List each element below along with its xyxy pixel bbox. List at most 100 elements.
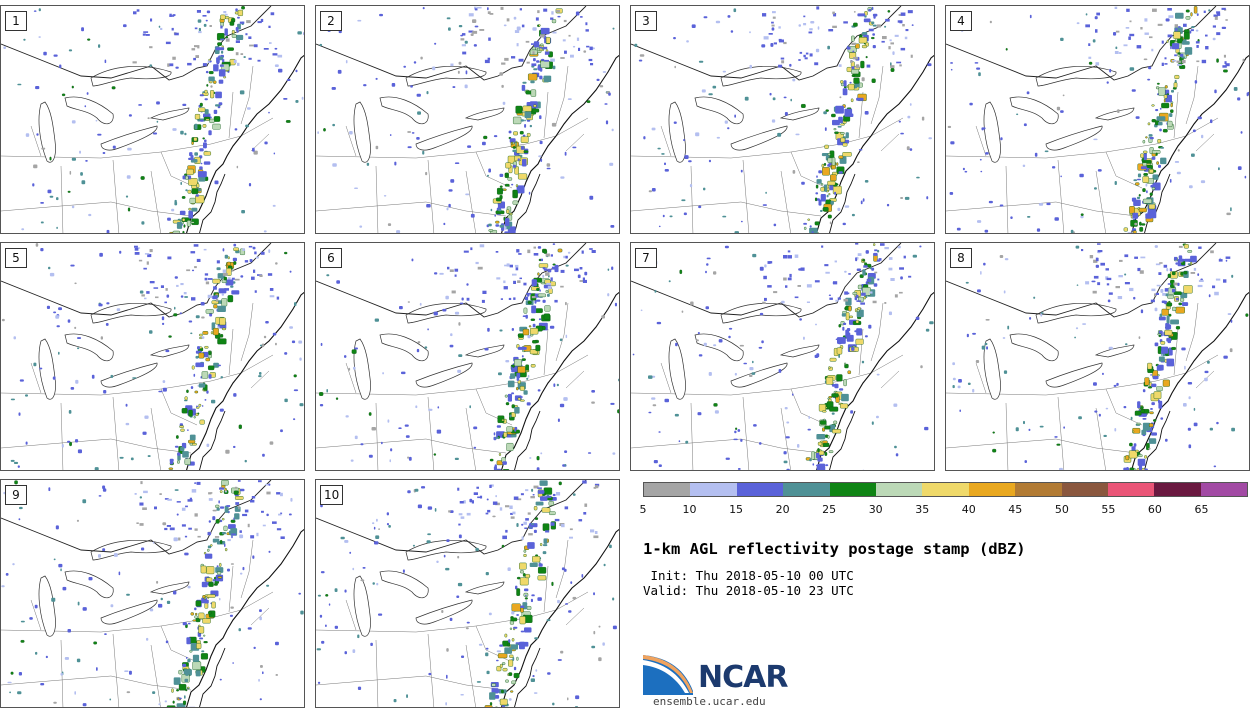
reflectivity-cell bbox=[517, 173, 528, 180]
reflectivity-cell bbox=[860, 60, 865, 69]
reflectivity-cell bbox=[350, 459, 354, 462]
ensemble-member-panel: 4 bbox=[945, 5, 1250, 234]
reflectivity-cell bbox=[562, 39, 566, 42]
reflectivity-cell bbox=[208, 350, 212, 356]
map-boundary-line bbox=[1195, 133, 1215, 152]
reflectivity-cell bbox=[890, 68, 895, 72]
reflectivity-cell bbox=[591, 390, 595, 393]
reflectivity-cell bbox=[160, 597, 163, 601]
reflectivity-cell bbox=[820, 183, 824, 186]
reflectivity-cell bbox=[266, 513, 269, 517]
reflectivity-cell bbox=[887, 10, 891, 13]
reflectivity-cell bbox=[524, 588, 529, 592]
reflectivity-cell bbox=[275, 674, 278, 676]
reflectivity-cell bbox=[865, 56, 868, 59]
reflectivity-cell bbox=[174, 445, 179, 448]
reflectivity-cell bbox=[511, 56, 516, 59]
reflectivity-cell bbox=[524, 111, 532, 119]
reflectivity-cell bbox=[231, 535, 233, 539]
reflectivity-map bbox=[1, 243, 304, 470]
reflectivity-cell bbox=[477, 266, 483, 270]
reflectivity-cell bbox=[762, 13, 767, 17]
reflectivity-cell bbox=[825, 109, 829, 112]
reflectivity-cell bbox=[1144, 468, 1148, 470]
reflectivity-cell bbox=[218, 500, 220, 504]
reflectivity-cell bbox=[190, 332, 193, 335]
reflectivity-cell bbox=[207, 548, 210, 552]
reflectivity-cell bbox=[537, 66, 541, 70]
reflectivity-cell bbox=[890, 42, 894, 45]
reflectivity-cell bbox=[767, 261, 771, 264]
reflectivity-cell bbox=[537, 246, 542, 249]
reflectivity-cell bbox=[495, 251, 499, 253]
map-boundary-line bbox=[199, 410, 226, 470]
reflectivity-cell bbox=[1216, 32, 1221, 36]
reflectivity-cell bbox=[864, 15, 867, 18]
reflectivity-cell bbox=[172, 700, 175, 704]
reflectivity-cell bbox=[821, 163, 825, 168]
reflectivity-cell bbox=[191, 489, 197, 493]
reflectivity-cell bbox=[842, 326, 845, 331]
map-boundary-line bbox=[975, 362, 987, 394]
reflectivity-cell bbox=[496, 659, 499, 662]
reflectivity-cell bbox=[1151, 383, 1157, 388]
reflectivity-cell bbox=[495, 695, 500, 699]
reflectivity-cell bbox=[221, 518, 225, 521]
reflectivity-cell bbox=[508, 698, 512, 701]
colorbar-tick-label: 30 bbox=[868, 503, 883, 516]
reflectivity-cell bbox=[196, 10, 201, 13]
reflectivity-cell bbox=[188, 320, 193, 323]
reflectivity-cell bbox=[520, 136, 529, 143]
reflectivity-cell bbox=[162, 380, 166, 383]
map-boundary-line bbox=[465, 644, 476, 707]
reflectivity-cell bbox=[821, 245, 824, 248]
reflectivity-cell bbox=[77, 601, 80, 606]
reflectivity-cell bbox=[293, 418, 296, 421]
reflectivity-cell bbox=[519, 570, 524, 574]
reflectivity-cell bbox=[703, 16, 708, 19]
reflectivity-cell bbox=[172, 230, 180, 233]
reflectivity-cell bbox=[483, 135, 488, 140]
reflectivity-cell bbox=[827, 164, 831, 167]
reflectivity-cell bbox=[74, 326, 77, 329]
reflectivity-cell bbox=[149, 46, 153, 49]
map-boundary-line bbox=[150, 170, 161, 233]
reflectivity-cell bbox=[553, 383, 556, 387]
reflectivity-cell bbox=[230, 285, 234, 288]
reflectivity-cell bbox=[175, 435, 179, 439]
map-boundary-line bbox=[690, 402, 694, 470]
map-boundary-line bbox=[375, 165, 379, 233]
map-boundary-line bbox=[543, 328, 549, 376]
reflectivity-cell bbox=[777, 132, 782, 137]
reflectivity-cell bbox=[1155, 109, 1159, 112]
reflectivity-cell bbox=[194, 528, 198, 531]
reflectivity-cell bbox=[1197, 116, 1202, 120]
reflectivity-cell bbox=[674, 65, 676, 69]
reflectivity-cell bbox=[242, 248, 245, 251]
reflectivity-cell bbox=[469, 498, 473, 503]
reflectivity-cell bbox=[1154, 342, 1159, 347]
reflectivity-cell bbox=[664, 398, 669, 403]
colorbar-segment bbox=[1154, 483, 1201, 496]
reflectivity-cell bbox=[235, 27, 239, 31]
reflectivity-cell bbox=[171, 706, 174, 707]
reflectivity-cell bbox=[238, 424, 242, 430]
reflectivity-cell bbox=[557, 248, 563, 253]
reflectivity-cell bbox=[359, 225, 363, 228]
reflectivity-cell bbox=[1154, 307, 1158, 312]
reflectivity-cell bbox=[389, 459, 391, 463]
reflectivity-cell bbox=[705, 306, 709, 310]
reflectivity-cell bbox=[38, 36, 41, 38]
reflectivity-cell bbox=[1152, 8, 1157, 12]
reflectivity-cell bbox=[673, 37, 676, 40]
reflectivity-cell bbox=[1150, 299, 1155, 303]
reflectivity-cell bbox=[546, 282, 552, 285]
reflectivity-cell bbox=[272, 204, 276, 207]
colorbar-segment bbox=[736, 483, 784, 496]
reflectivity-cell bbox=[890, 278, 895, 281]
reflectivity-cell bbox=[40, 221, 44, 224]
reflectivity-cell bbox=[840, 132, 845, 135]
reflectivity-cell bbox=[841, 393, 849, 402]
map-boundary-line bbox=[30, 599, 42, 631]
reflectivity-cell bbox=[202, 137, 205, 140]
